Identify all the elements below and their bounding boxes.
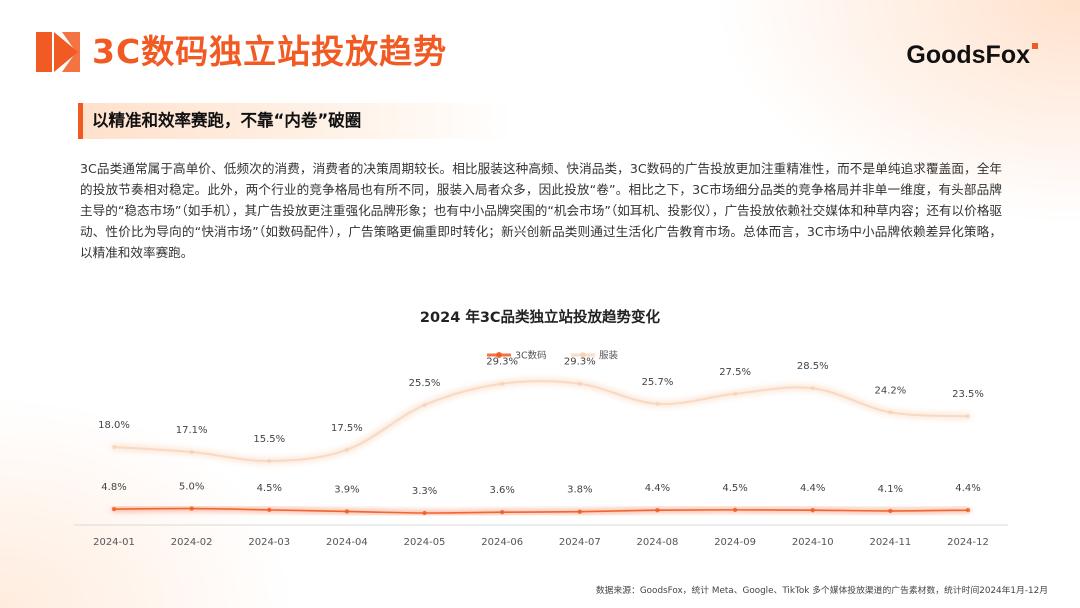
data-label: 24.2% — [874, 385, 906, 396]
data-point — [577, 381, 583, 386]
data-point — [810, 386, 815, 391]
data-label: 17.5% — [331, 423, 363, 434]
x-tick-label: 2024-04 — [326, 537, 368, 548]
x-tick-label: 2024-01 — [93, 537, 135, 548]
data-label: 3.3% — [412, 486, 437, 497]
data-point — [422, 510, 427, 516]
data-label: 28.5% — [797, 361, 829, 372]
data-point — [577, 509, 583, 514]
data-point — [267, 507, 272, 513]
x-axis: 2024-01 2024-02 2024-03 2024-04 2024-05 2024-… — [74, 524, 1008, 548]
data-label: 4.5% — [257, 483, 282, 494]
legend-label: 3C数码 — [515, 350, 547, 362]
data-point — [965, 507, 971, 513]
data-point — [189, 506, 194, 511]
data-label: 15.5% — [253, 434, 285, 445]
data-labels: 4.8% 5.0% 4.5% 3.9% 3.3% 3.6% 3.8% 4.4% 4.5% 4.4%… — [98, 357, 984, 497]
data-point — [810, 507, 815, 513]
data-label: 4.4% — [800, 483, 825, 494]
page-title: 3C数码独立站投放趋势 — [92, 32, 448, 71]
section-subtitle: 以精准和效率赛跑，不靠“内卷”破圈 — [92, 111, 362, 130]
data-point — [655, 507, 660, 513]
data-label: 3.8% — [567, 485, 592, 496]
data-label: 4.4% — [645, 483, 670, 494]
legend-marker — [496, 352, 502, 358]
data-label: 4.5% — [722, 483, 747, 494]
brand-logo: GoodsFox — [906, 41, 1030, 69]
data-label: 3.9% — [334, 484, 359, 495]
series-line-apparel-glow — [111, 378, 971, 465]
series-line-3c — [113, 507, 969, 514]
data-point — [189, 449, 194, 455]
data-point — [655, 401, 660, 407]
data-label: 3.6% — [489, 485, 514, 496]
chart-title: 2024 年3C品类独立站投放趋势变化 — [419, 310, 661, 326]
data-point — [499, 381, 505, 386]
legend-marker — [580, 352, 586, 358]
data-label: 4.4% — [955, 483, 980, 494]
data-point — [344, 447, 350, 452]
data-label: 25.7% — [642, 377, 674, 388]
data-label: 25.5% — [409, 378, 441, 389]
data-label: 4.1% — [878, 484, 903, 495]
data-point — [965, 414, 971, 419]
data-point — [732, 391, 738, 396]
data-point — [267, 458, 272, 464]
x-tick-label: 2024-05 — [404, 537, 446, 548]
data-label: 17.1% — [176, 425, 208, 436]
data-label: 18.0% — [98, 420, 130, 431]
x-tick-label: 2024-11 — [869, 537, 911, 548]
orange-geometric-logo-icon — [36, 32, 80, 72]
data-point — [422, 402, 427, 408]
data-label: 4.8% — [101, 482, 126, 493]
data-point — [888, 410, 893, 415]
data-point — [344, 509, 350, 514]
data-point — [888, 508, 893, 514]
x-tick-label: 2024-06 — [481, 537, 523, 548]
subtitle-bar — [78, 103, 513, 139]
body-paragraph: 3C品类通常属于高单价、低频次的消费，消费者的决策周期较长。相比服装这种高频、快… — [80, 161, 1002, 260]
footnote: 数据来源：GoodsFox，统计 Meta、Google、TikTok 多个媒体… — [595, 586, 1048, 596]
data-label: 5.0% — [179, 482, 204, 493]
x-tick-label: 2024-02 — [171, 537, 213, 548]
data-label: 23.5% — [952, 389, 984, 400]
x-tick-label: 2024-09 — [714, 537, 756, 548]
chart-legend: 3C数码 服装 — [487, 350, 619, 362]
x-tick-label: 2024-08 — [637, 537, 679, 548]
data-point — [111, 506, 117, 512]
data-point — [732, 507, 738, 513]
chart-series — [111, 378, 971, 516]
data-point — [111, 444, 117, 450]
data-label: 29.3% — [486, 357, 518, 368]
data-point — [499, 510, 505, 515]
x-tick-label: 2024-03 — [248, 537, 290, 548]
x-tick-label: 2024-07 — [559, 537, 601, 548]
x-tick-label: 2024-10 — [792, 537, 834, 548]
data-label: 27.5% — [719, 367, 751, 378]
legend-label: 服装 — [599, 350, 619, 362]
brand-dot-icon — [1032, 43, 1038, 49]
series-line-apparel — [113, 380, 969, 463]
x-tick-label: 2024-12 — [947, 537, 989, 548]
data-label: 29.3% — [564, 357, 596, 368]
